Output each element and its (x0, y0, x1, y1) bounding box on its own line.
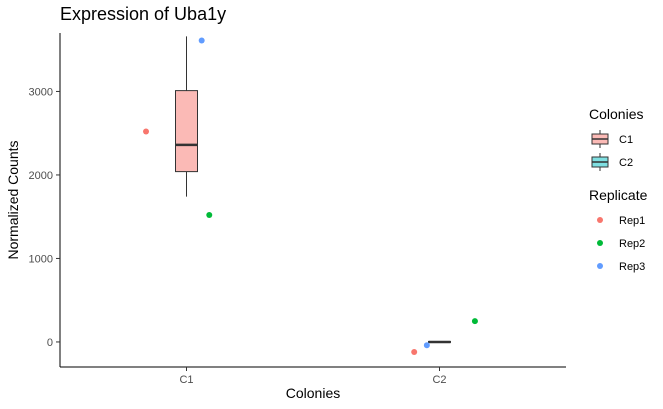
x-tick-label: C2 (432, 374, 446, 386)
point-C2-Rep2 (471, 318, 478, 325)
y-tick-label: 0 (47, 337, 53, 349)
legend-label: Rep2 (619, 238, 645, 250)
legend-label: C2 (619, 157, 633, 169)
y-tick-label: 2000 (29, 170, 53, 182)
chart-title: Expression of Uba1y (60, 4, 226, 24)
legend-key-point (597, 217, 603, 223)
y-axis-title: Normalized Counts (5, 140, 21, 259)
y-tick-label: 3000 (29, 86, 53, 98)
x-tick-label: C1 (179, 374, 193, 386)
legend-label: Rep1 (619, 215, 645, 227)
legend-key-point (597, 263, 603, 269)
point-C1-Rep3 (198, 37, 205, 44)
x-axis-title: Colonies (286, 385, 340, 401)
y-tick-label: 1000 (29, 253, 53, 265)
legend: Colonies C1 C2 Replicate Rep1 Rep2 Rep3 (589, 106, 648, 273)
box-C2 (428, 340, 451, 344)
point-C2-Rep3 (423, 342, 430, 349)
box-body (175, 90, 198, 173)
plot-area: 0 1000 2000 3000 C1 C2 (29, 33, 566, 386)
point-C1-Rep1 (143, 128, 150, 135)
box-C1 (175, 36, 198, 197)
legend-key-point (597, 240, 603, 246)
legend-label: C1 (619, 134, 633, 146)
point-C1-Rep2 (206, 212, 213, 219)
legend-title: Replicate (589, 187, 648, 203)
legend-title: Colonies (589, 106, 643, 122)
legend-label: Rep3 (619, 261, 645, 273)
point-C2-Rep1 (411, 348, 418, 355)
